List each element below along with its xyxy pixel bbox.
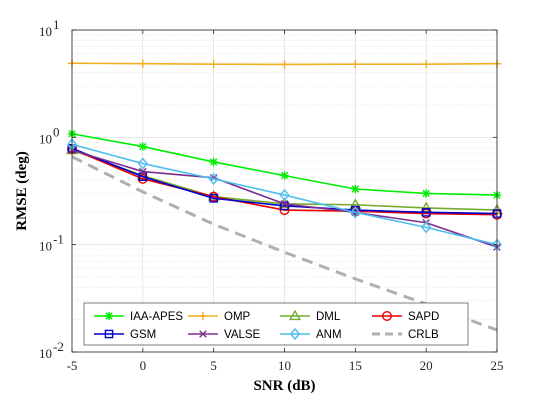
series-line-anm [71, 143, 498, 246]
data-point-iaa-apes [138, 142, 148, 151]
legend-label: CRLB [408, 329, 439, 341]
x-tick-labels: -5 0 5 10 15 20 25 [67, 358, 504, 373]
data-point-gsm [138, 172, 148, 181]
data-point-anm [137, 157, 148, 170]
data-point-gsm [280, 201, 289, 211]
legend-marker [382, 311, 393, 322]
y-tick-exponent: 0 [53, 124, 60, 139]
data-point-omp [138, 59, 148, 68]
data-point-valse [139, 167, 147, 176]
legend-marker [104, 329, 114, 339]
legend-label: SAPD [408, 311, 439, 323]
series-line-gsm [71, 147, 498, 215]
legend-label: VALSE [224, 329, 261, 341]
x-axis-title: SNR (dB) [253, 378, 315, 394]
data-point-anm [208, 172, 219, 185]
legend-marker [289, 327, 301, 341]
legend-marker [288, 309, 302, 321]
y-axis-title: RMSE (deg) [14, 151, 30, 231]
y-tick-exponent: -2 [53, 339, 64, 354]
data-point-iaa-apes [351, 184, 360, 194]
legend-entry-gsm: GSM [94, 329, 156, 341]
data-point-anm [350, 206, 361, 219]
data-point-anm [421, 221, 432, 234]
legend-label: DML [316, 311, 341, 323]
legend-label: OMP [224, 311, 251, 323]
legend-label: ANM [316, 329, 342, 341]
legend-entry-anm: ANM [280, 327, 342, 341]
legend-entry-omp: OMP [188, 311, 251, 323]
data-point-omp [351, 60, 360, 69]
legend-entry-sapd: SAPD [372, 311, 439, 323]
legend-box [83, 302, 469, 346]
x-tick-label: 20 [420, 358, 433, 373]
x-tick-label: 25 [491, 358, 504, 373]
y-tick-label: 10 [39, 131, 52, 146]
y-tick-exponent: 1 [53, 17, 60, 32]
legend-marker [104, 311, 114, 321]
data-point-gsm [209, 194, 218, 203]
legend-label: IAA-APES [130, 311, 183, 323]
legend-entry-iaa-apes: IAA-APES [94, 311, 183, 323]
data-point-iaa-apes [280, 171, 289, 180]
x-tick-label: 5 [210, 358, 217, 373]
x-tick-label: 0 [140, 358, 147, 373]
y-tick-exponent: -1 [53, 232, 64, 247]
data-point-gsm [421, 208, 431, 217]
data-point-omp [209, 60, 218, 69]
x-tick-label: -5 [67, 358, 78, 373]
y-tick-label: 10 [39, 346, 52, 361]
data-point-iaa-apes [421, 189, 431, 198]
legend-label: GSM [130, 329, 156, 341]
legend-entry-crlb: CRLB [372, 329, 439, 341]
y-tick-label: 10 [39, 239, 52, 254]
series-omp [67, 59, 502, 69]
y-tick-label: 10 [39, 24, 52, 39]
x-tick-label: 15 [349, 358, 362, 373]
data-point-dml [420, 201, 433, 213]
x-tick-label: 10 [278, 358, 291, 373]
axis-ticks [71, 29, 498, 353]
data-point-valse [280, 200, 289, 208]
legend-marker [199, 330, 207, 338]
legend-entry-dml: DML [280, 309, 341, 323]
series-gsm [67, 144, 502, 218]
data-point-anm [279, 188, 290, 202]
legend-entry-valse: VALSE [188, 329, 261, 341]
legend-marker [198, 311, 208, 321]
legend: IAA-APES OMP DML SAPD GSM VALSE ANM CRLB [83, 302, 469, 346]
data-point-iaa-apes [209, 157, 218, 167]
data-point-omp [421, 60, 431, 69]
data-point-omp [280, 60, 289, 69]
